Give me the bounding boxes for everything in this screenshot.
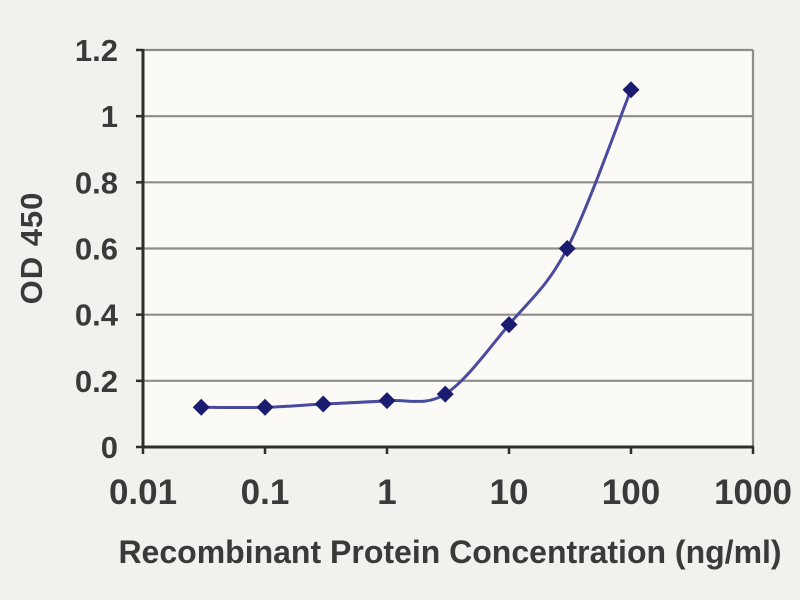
y-tick-label: 0.4 [75, 298, 119, 333]
data-point-marker [558, 240, 576, 257]
data-point-marker [436, 385, 454, 403]
x-tick-label: 1000 [714, 473, 792, 512]
y-tick-label: 1.2 [75, 33, 118, 68]
x-tick-label: 10 [490, 473, 529, 512]
x-axis-title-text: Recombinant Protein Concentration (ng/ml… [118, 534, 782, 570]
x-tick-label: 0.01 [109, 473, 177, 512]
y-tick-label: 0 [101, 430, 118, 465]
y-tick-label: 0.8 [75, 165, 118, 200]
data-point-marker [314, 395, 332, 413]
x-tick-label: 1 [377, 473, 396, 512]
x-tick-label: 0.1 [241, 473, 290, 512]
data-point-marker [192, 398, 210, 416]
y-tick-label: 1 [101, 99, 118, 134]
x-tick-label: 100 [602, 473, 660, 512]
y-tick-label: 0.2 [75, 364, 118, 399]
data-point-marker [500, 316, 518, 334]
data-point-marker [622, 81, 640, 99]
y-tick-label: 0.6 [75, 232, 118, 267]
x-axis-title: Recombinant Protein Concentration (ng/ml… [0, 534, 800, 571]
data-point-marker [256, 398, 274, 416]
data-point-marker [378, 392, 396, 410]
y-axis-title: OD 450 [14, 191, 49, 305]
